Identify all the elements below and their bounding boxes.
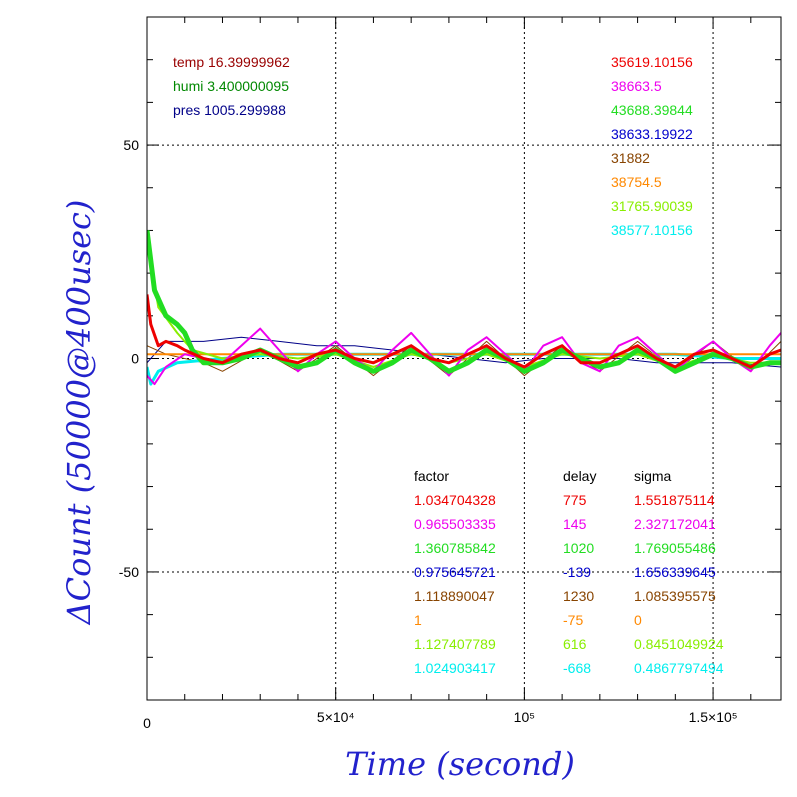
x-origin-label: 0 (143, 715, 151, 731)
y-tick-label: 50 (123, 137, 139, 153)
mean-value: 35619.10156 (611, 54, 693, 70)
env-label: humi 3.400000095 (173, 78, 289, 94)
table-cell: 0.8451049924 (634, 636, 724, 652)
y-tick-label: -50 (119, 564, 139, 580)
table-cell: 145 (563, 516, 587, 532)
series-group (147, 230, 781, 386)
table-cell: -139 (563, 564, 591, 580)
table-cell: 1.085395575 (634, 588, 716, 604)
table-cell: 1.551875114 (634, 492, 715, 508)
table-cell: 1.024903417 (414, 660, 496, 676)
env-label: temp 16.39999962 (173, 54, 290, 70)
mean-value: 38633.19922 (611, 126, 693, 142)
table-cell: 1.127407789 (414, 636, 496, 652)
env-label: pres 1005.299988 (173, 102, 286, 118)
series-line (147, 294, 781, 369)
mean-value: 31882 (611, 150, 650, 166)
x-tick-label: 5×10⁴ (317, 709, 355, 725)
series-line (147, 230, 781, 374)
table-cell: 1 (414, 612, 422, 628)
y-axis-label: ΔCount (50000@400usec) (60, 200, 98, 627)
mean-value: 38663.5 (611, 78, 662, 94)
table-cell: 0.965503335 (414, 516, 496, 532)
mean-value: 38577.10156 (611, 222, 693, 238)
table-cell: 1.769055486 (634, 540, 716, 556)
plot-frame (146, 16, 782, 701)
annotations: temp 16.39999962 humi 3.400000095 pres 100… (173, 54, 724, 676)
x-axis-label: Time (second) (345, 745, 575, 783)
table-header: delay (563, 468, 596, 484)
plot-area (147, 230, 781, 386)
y-tick-label: 0 (131, 351, 139, 367)
table-cell: 1.034704328 (414, 492, 496, 508)
table-cell: 0.4867797494 (634, 660, 724, 676)
table-cell: 775 (563, 492, 587, 508)
table-cell: 1230 (563, 588, 594, 604)
x-tick-label: 1.5×10⁵ (689, 709, 738, 725)
table-cell: 0.975645721 (414, 564, 496, 580)
x-tick-label: 10⁵ (514, 709, 535, 725)
table-cell: 2.327172041 (634, 516, 716, 532)
mean-value: 38754.5 (611, 174, 662, 190)
table-cell: 1020 (563, 540, 594, 556)
table-header: sigma (634, 468, 672, 484)
table-cell: 0 (634, 612, 642, 628)
mean-value: 43688.39844 (611, 102, 693, 118)
table-cell: 1.656339645 (634, 564, 716, 580)
table-cell: 1.360785842 (414, 540, 496, 556)
axis-ticks (146, 17, 781, 700)
table-cell: 616 (563, 636, 587, 652)
mean-value: 31765.90039 (611, 198, 693, 214)
table-header: factor (414, 468, 449, 484)
table-cell: 1.118890047 (414, 588, 495, 604)
table-cell: -75 (563, 612, 583, 628)
tick-labels: 5×10⁴ 10⁵ 1.5×10⁵ 0 50 0 -50 (119, 137, 738, 731)
table-cell: -668 (563, 660, 591, 676)
